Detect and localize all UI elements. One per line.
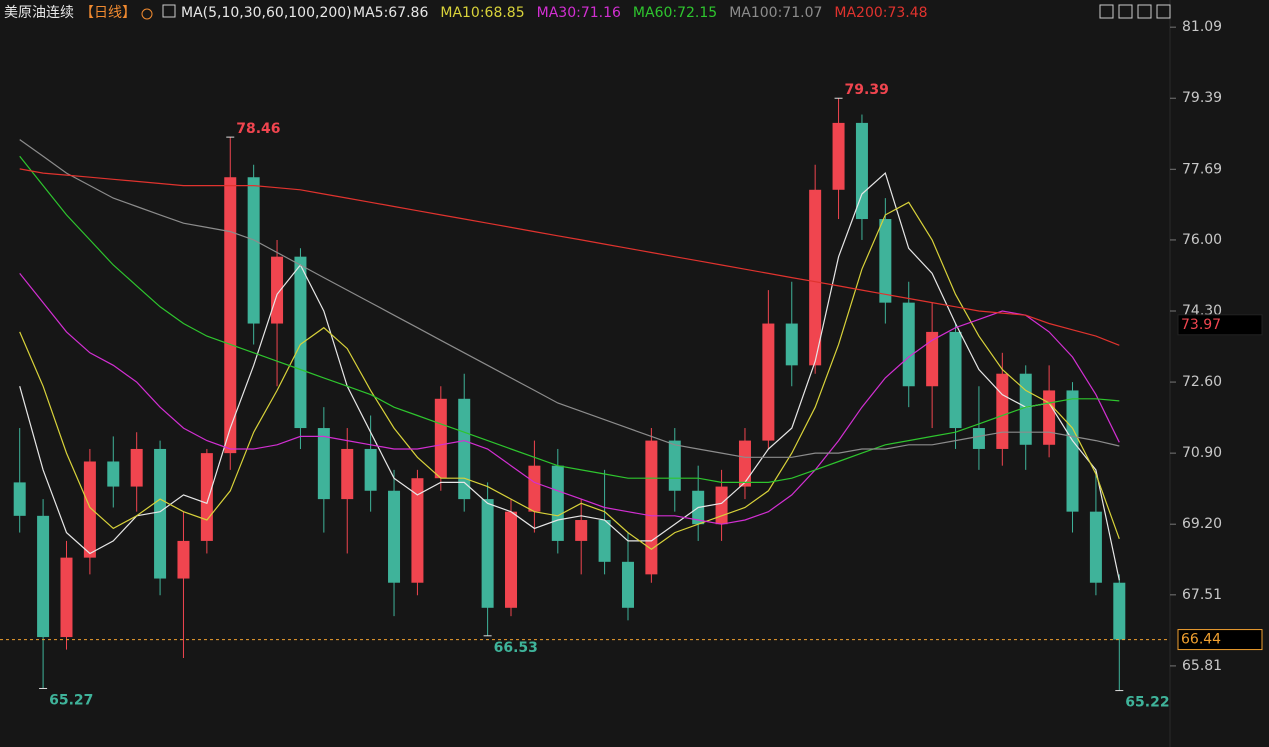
- ma-line: [19, 201, 1120, 551]
- candle-body: [528, 465, 541, 512]
- legend-entry: MA5:67.86: [353, 5, 428, 21]
- candle-body: [738, 440, 751, 487]
- legend-entry: MA200:73.48: [834, 5, 927, 21]
- candle-body: [388, 490, 401, 583]
- candle-body: [972, 428, 985, 449]
- candle-body: [855, 122, 868, 220]
- candle-body: [37, 515, 50, 638]
- chart-title: 美原油连续: [4, 4, 74, 21]
- candle-body: [762, 323, 775, 441]
- tool-icon[interactable]: [1137, 4, 1152, 19]
- candle-body: [809, 189, 822, 366]
- candle-body: [130, 448, 143, 487]
- candle-body: [271, 256, 284, 324]
- candle-body: [341, 448, 354, 500]
- toolbar: [141, 4, 1171, 20]
- candle-body: [317, 428, 330, 500]
- candle-body: [832, 122, 845, 190]
- candle-body: [200, 453, 213, 541]
- legend-entry: MA100:71.07: [729, 5, 822, 21]
- tool-icon[interactable]: [1099, 4, 1114, 19]
- legend-entry: MA10:68.85: [440, 5, 524, 21]
- candle-body: [926, 331, 939, 387]
- ma-line: [19, 139, 1120, 458]
- candle-body: [949, 331, 962, 429]
- extreme-label: 78.46: [236, 121, 280, 137]
- indicator-icon[interactable]: [162, 4, 176, 18]
- candle-body: [481, 499, 494, 608]
- candle-body: [60, 557, 73, 638]
- y-tick-label: 67.51: [1182, 587, 1222, 603]
- candle-body: [1089, 511, 1102, 583]
- extreme-label: 66.53: [494, 640, 538, 656]
- ma-line: [19, 172, 1120, 581]
- tool-icon[interactable]: [1156, 4, 1171, 19]
- add-icon[interactable]: [141, 8, 153, 20]
- candle-body: [645, 440, 658, 575]
- candle-body: [505, 511, 518, 608]
- ma-label: MA(5,10,30,60,100,200): [181, 5, 352, 21]
- y-tick-label: 72.60: [1182, 374, 1222, 390]
- candle-body: [224, 177, 237, 454]
- candle-body: [458, 398, 471, 500]
- candle-body: [294, 256, 307, 429]
- y-tick-label: 81.09: [1182, 19, 1222, 35]
- candle-body: [364, 448, 377, 491]
- candle-body: [598, 520, 611, 562]
- candle-body: [575, 520, 588, 541]
- candle-body: [434, 398, 447, 479]
- ma-line: [19, 273, 1120, 525]
- y-tick-label: 76.00: [1182, 232, 1222, 248]
- price-tag-label: 73.97: [1181, 317, 1221, 333]
- price-tag: [1177, 314, 1263, 336]
- candle-body: [154, 448, 167, 579]
- y-tick-label: 70.90: [1182, 445, 1222, 461]
- candle-body: [107, 461, 120, 487]
- candle-body: [551, 465, 564, 541]
- candle-body: [785, 323, 798, 366]
- candle-body: [996, 373, 1009, 449]
- y-tick-label: 65.81: [1182, 658, 1222, 674]
- candle-body: [1043, 390, 1056, 445]
- extreme-label: 65.27: [49, 692, 93, 708]
- candle-body: [621, 561, 634, 608]
- extreme-label: 65.22: [1125, 695, 1169, 711]
- y-tick-label: 79.39: [1182, 90, 1222, 106]
- extreme-label: 79.39: [845, 82, 889, 98]
- legend-entry: MA60:72.15: [633, 5, 717, 21]
- period-label[interactable]: 【日线】: [80, 5, 136, 21]
- candle-body: [1113, 582, 1126, 640]
- candle-body: [13, 482, 26, 516]
- ma-line: [19, 155, 1120, 483]
- ma-line: [19, 168, 1120, 346]
- candle-body: [715, 486, 728, 525]
- candle-body: [879, 219, 892, 303]
- candle-body: [177, 540, 190, 579]
- candle-body: [83, 461, 96, 558]
- y-tick-label: 77.69: [1182, 161, 1222, 177]
- candle-body: [247, 177, 260, 324]
- candle-body: [668, 440, 681, 491]
- tool-icon[interactable]: [1118, 4, 1133, 19]
- y-tick-label: 69.20: [1182, 516, 1222, 532]
- price-tag-label: 66.44: [1181, 632, 1221, 648]
- candle-body: [902, 302, 915, 387]
- candle-body: [1066, 390, 1079, 512]
- legend-entry: MA30:71.16: [537, 5, 621, 21]
- candle-body: [411, 478, 424, 583]
- price-tag: [1177, 629, 1263, 651]
